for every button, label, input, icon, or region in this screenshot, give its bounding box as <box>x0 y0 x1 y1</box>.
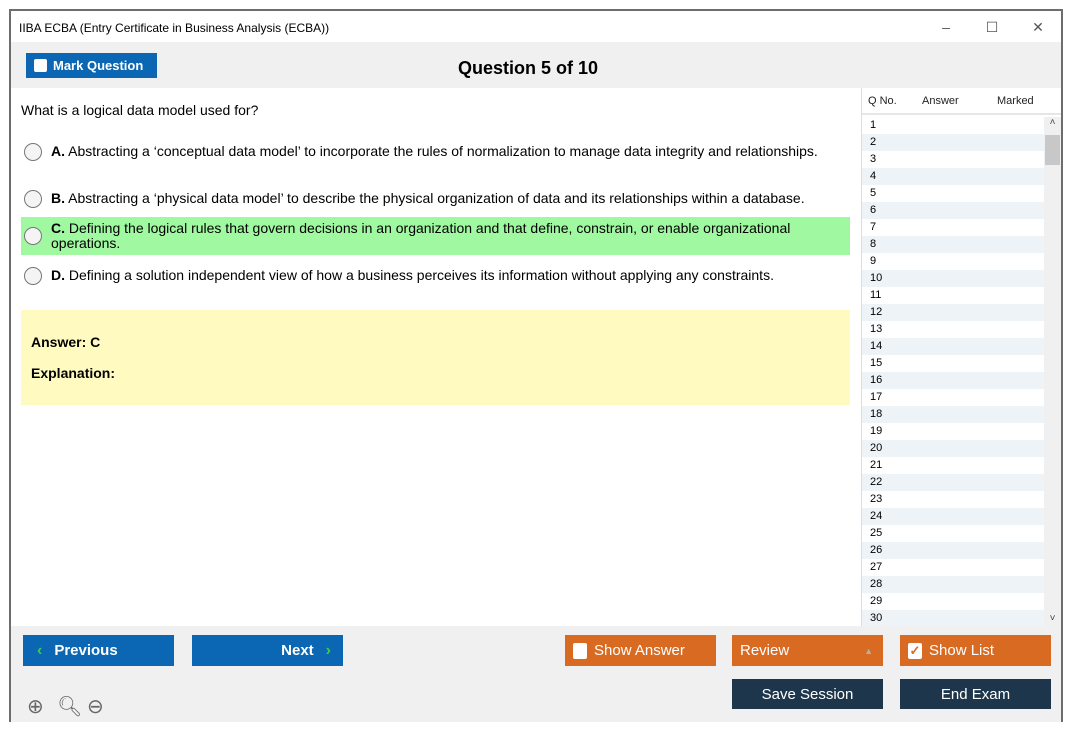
answer-label: Answer: C <box>31 334 101 350</box>
list-item[interactable]: 16 <box>862 372 1045 389</box>
previous-label: Previous <box>54 642 118 659</box>
option-letter: D. <box>51 267 65 283</box>
question-list-panel: Q No. Answer Marked 1 2 3 4 5 6 7 8 9 10 11 12 13 14 1… <box>861 88 1061 627</box>
checkbox-icon <box>34 59 47 72</box>
radio-icon[interactable] <box>24 189 42 208</box>
bottom-bar: ‹ Previous Next › Show Answer Review ▲ ✓ Sho… <box>11 626 1061 722</box>
option-text: Defining the logical rules that govern d… <box>51 220 791 251</box>
list-item[interactable]: 23 <box>870 493 883 505</box>
next-label: Next <box>281 642 314 659</box>
show-answer-label: Show Answer <box>594 642 685 659</box>
option-letter: C. <box>51 220 65 236</box>
option-b[interactable]: B. Abstracting a ‘physical data model’ t… <box>21 187 850 210</box>
zoom-reset-icon[interactable]: 🔍︎ <box>57 696 83 718</box>
zoom-out-icon[interactable]: ⊖ <box>87 696 104 718</box>
list-item[interactable]: 10 <box>862 270 1045 287</box>
checkbox-icon <box>573 642 587 659</box>
previous-button[interactable]: ‹ Previous <box>23 635 174 666</box>
minimize-icon[interactable]: – <box>942 19 950 35</box>
list-item[interactable]: 11 <box>870 289 882 301</box>
list-item[interactable]: 4 <box>862 168 1045 185</box>
show-list-label: Show List <box>929 642 995 659</box>
scrollbar[interactable]: ˄ ˅ <box>1044 117 1061 626</box>
app-window: IIBA ECBA (Entry Certificate in Business… <box>9 9 1063 722</box>
scroll-thumb[interactable] <box>1045 135 1060 165</box>
list-item[interactable]: 14 <box>862 338 1045 355</box>
review-label: Review <box>740 642 790 659</box>
question-text: What is a logical data model used for? <box>21 102 259 118</box>
window-title: IIBA ECBA (Entry Certificate in Business… <box>19 21 330 35</box>
list-item[interactable]: 5 <box>870 187 877 199</box>
list-item[interactable]: 25 <box>870 527 883 539</box>
list-item[interactable]: 17 <box>870 391 883 403</box>
option-d[interactable]: D. Defining a solution independent view … <box>21 264 850 287</box>
list-item[interactable]: 22 <box>862 474 1045 491</box>
chevron-left-icon: ‹ <box>37 641 43 659</box>
list-item[interactable]: 28 <box>862 576 1045 593</box>
mark-question-button[interactable]: Mark Question <box>26 53 157 78</box>
list-item[interactable]: 6 <box>862 202 1045 219</box>
option-text: Defining a solution independent view of … <box>68 267 774 283</box>
list-header: Q No. Answer Marked <box>862 88 1061 115</box>
list-item[interactable]: 15 <box>870 357 883 369</box>
list-item[interactable]: 29 <box>870 595 883 607</box>
scroll-down-icon[interactable]: ˅ <box>1049 613 1056 624</box>
explanation-label: Explanation: <box>31 365 116 381</box>
list-item[interactable]: 8 <box>862 236 1045 253</box>
mark-question-label: Mark Question <box>53 58 144 73</box>
list-item[interactable]: 26 <box>862 542 1045 559</box>
radio-icon[interactable] <box>24 266 42 285</box>
zoom-in-icon[interactable]: ⊕ <box>27 696 44 718</box>
question-area: What is a logical data model used for? A… <box>11 88 861 626</box>
header-marked: Marked <box>997 94 1034 107</box>
option-text: Abstracting a ‘conceptual data model’ to… <box>68 143 818 159</box>
title-bar: IIBA ECBA (Entry Certificate in Business… <box>11 11 1061 42</box>
question-list: 1 2 3 4 5 6 7 8 9 10 11 12 13 14 15 16 17 18 19 20 21 22 23 24 2… <box>862 117 1045 627</box>
list-item[interactable]: 18 <box>862 406 1045 423</box>
close-icon[interactable]: ✕ <box>1032 19 1044 35</box>
show-list-button[interactable]: ✓ Show List <box>900 635 1051 666</box>
list-item[interactable]: 13 <box>870 323 883 335</box>
option-a[interactable]: A. Abstracting a ‘conceptual data model’… <box>21 140 850 163</box>
chevron-right-icon: › <box>325 641 331 659</box>
list-item[interactable]: 27 <box>870 561 883 573</box>
end-exam-button[interactable]: End Exam <box>900 679 1051 709</box>
option-c[interactable]: C. Defining the logical rules that gover… <box>21 217 850 255</box>
list-item[interactable]: 12 <box>862 304 1045 321</box>
list-item[interactable]: 1 <box>870 119 877 131</box>
checkmark-icon: ✓ <box>908 642 922 659</box>
maximize-icon[interactable]: ☐ <box>985 19 999 35</box>
header-qno: Q No. <box>868 94 897 107</box>
caret-up-icon: ▲ <box>864 645 873 656</box>
next-button[interactable]: Next › <box>192 635 343 666</box>
list-item[interactable]: 24 <box>862 508 1045 525</box>
question-counter: Question 5 of 10 <box>458 58 599 78</box>
radio-icon[interactable] <box>24 142 42 161</box>
show-answer-button[interactable]: Show Answer <box>565 635 716 666</box>
toolbar: Mark Question Question 5 of 10 <box>11 42 1061 88</box>
list-item[interactable]: 3 <box>870 153 877 165</box>
list-item[interactable]: 19 <box>870 425 883 437</box>
list-item[interactable]: 21 <box>870 459 883 471</box>
scroll-up-icon[interactable]: ˄ <box>1049 117 1056 128</box>
answer-box: Answer: C Explanation: <box>21 310 850 405</box>
list-item[interactable]: 2 <box>862 134 1045 151</box>
option-letter: A. <box>51 143 65 159</box>
list-item[interactable]: 30 <box>862 610 1045 627</box>
option-text: Abstracting a ‘physical data model’ to d… <box>68 190 805 206</box>
header-answer: Answer <box>922 94 959 107</box>
list-item[interactable]: 7 <box>870 221 877 233</box>
radio-icon[interactable] <box>24 227 42 245</box>
list-item[interactable]: 9 <box>870 255 877 267</box>
review-dropdown[interactable]: Review ▲ <box>732 635 883 666</box>
option-letter: B. <box>51 190 65 206</box>
list-item[interactable]: 20 <box>862 440 1045 457</box>
save-session-button[interactable]: Save Session <box>732 679 883 709</box>
